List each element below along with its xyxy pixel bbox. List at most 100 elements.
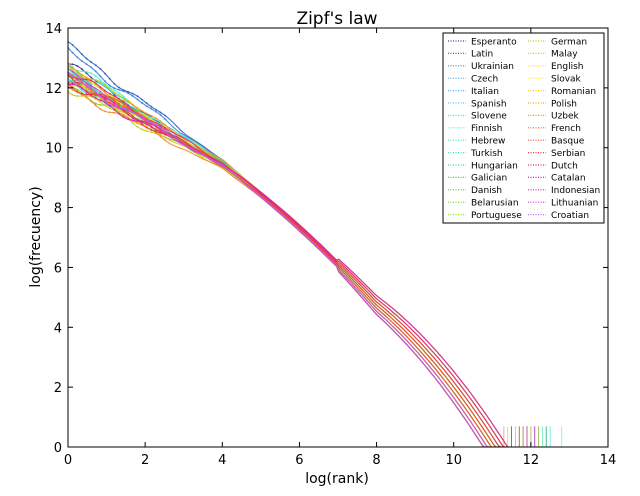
series-marker bbox=[145, 123, 148, 126]
series-marker bbox=[94, 94, 97, 96]
legend-label: German bbox=[551, 37, 587, 47]
series-line-lithuanian bbox=[68, 68, 534, 447]
series-marker bbox=[76, 90, 79, 93]
series-marker bbox=[131, 111, 134, 114]
y-tick-label: 14 bbox=[45, 22, 62, 37]
x-tick-label: 8 bbox=[372, 453, 380, 468]
series-layer bbox=[68, 40, 563, 447]
series-marker bbox=[90, 81, 93, 84]
series-indonesian bbox=[68, 83, 512, 447]
legend-label: Slovak bbox=[551, 75, 582, 85]
series-marker bbox=[99, 86, 102, 88]
series-marker bbox=[131, 117, 134, 119]
series-marker bbox=[99, 79, 102, 81]
series-line-malay bbox=[68, 91, 508, 447]
series-marker bbox=[71, 82, 74, 85]
series-marker bbox=[159, 127, 162, 129]
legend-label: Galician bbox=[471, 174, 507, 184]
series-marker bbox=[122, 114, 125, 117]
series-marker bbox=[122, 90, 125, 93]
series-marker bbox=[155, 121, 157, 124]
series-marker bbox=[155, 110, 157, 113]
series-marker bbox=[80, 87, 83, 90]
series-marker bbox=[85, 70, 88, 73]
series-marker bbox=[113, 95, 116, 98]
series-line-uzbek bbox=[68, 85, 504, 447]
series-marker bbox=[131, 113, 134, 116]
series-marker bbox=[94, 81, 97, 83]
series-marker bbox=[131, 103, 134, 106]
series-marker bbox=[80, 95, 83, 97]
series-marker bbox=[104, 89, 106, 92]
series-marker bbox=[118, 112, 120, 115]
series-marker bbox=[76, 56, 79, 59]
series-marker bbox=[150, 123, 153, 126]
series-marker bbox=[76, 84, 79, 87]
series-marker bbox=[71, 75, 74, 78]
series-marker bbox=[127, 118, 130, 121]
legend-label: Uzbek bbox=[551, 112, 580, 122]
legend-label: Serbian bbox=[551, 149, 585, 159]
series-marker bbox=[94, 64, 97, 67]
legend-label: Czech bbox=[471, 75, 498, 85]
series-marker bbox=[94, 75, 97, 78]
series-line-croatian bbox=[68, 71, 527, 447]
series-line-catalan bbox=[68, 82, 520, 447]
series-marker bbox=[113, 87, 116, 90]
series-marker bbox=[85, 93, 88, 96]
series-marker bbox=[141, 128, 143, 131]
series-marker bbox=[150, 105, 153, 108]
series-marker bbox=[71, 72, 74, 74]
series-marker bbox=[150, 129, 153, 131]
series-marker bbox=[113, 82, 116, 85]
series-marker bbox=[108, 86, 111, 89]
series-marker bbox=[145, 130, 148, 132]
series-marker bbox=[159, 120, 162, 123]
series-marker bbox=[71, 66, 74, 69]
series-marker bbox=[90, 84, 93, 87]
series-marker bbox=[145, 112, 148, 115]
series-marker bbox=[90, 95, 93, 98]
series-marker bbox=[94, 87, 97, 90]
y-tick-label: 6 bbox=[54, 261, 62, 276]
x-axis-title: log(rank) bbox=[305, 471, 369, 487]
series-marker bbox=[71, 70, 74, 73]
x-tick-label: 6 bbox=[295, 453, 303, 468]
series-marker bbox=[99, 82, 102, 85]
series-marker bbox=[99, 99, 102, 102]
series-marker bbox=[155, 108, 157, 111]
series-marker bbox=[104, 110, 106, 113]
series-marker bbox=[141, 123, 143, 126]
series-marker bbox=[85, 63, 88, 66]
series-marker bbox=[118, 109, 120, 112]
series-marker bbox=[150, 114, 153, 117]
axes-layer: 0 2 4 6 8 10 12 14 0 2 4 6 8 10 12 14 bbox=[45, 22, 616, 468]
series-marker bbox=[104, 97, 106, 99]
y-axis-title: log(frecuency) bbox=[28, 186, 44, 287]
series-marker bbox=[94, 89, 97, 91]
series-marker bbox=[76, 65, 79, 67]
series-marker bbox=[122, 95, 125, 98]
series-marker bbox=[80, 70, 83, 73]
series-marker bbox=[104, 91, 106, 94]
series-marker bbox=[122, 101, 125, 103]
series-marker bbox=[104, 85, 106, 88]
series-marker bbox=[71, 83, 74, 86]
series-marker bbox=[127, 92, 130, 95]
series-marker bbox=[113, 111, 116, 114]
series-marker bbox=[90, 92, 93, 95]
series-marker bbox=[76, 95, 79, 97]
y-tick-label: 8 bbox=[54, 202, 62, 217]
legend-label: Belarusian bbox=[471, 199, 519, 209]
series-marker bbox=[76, 48, 79, 51]
series-marker bbox=[85, 90, 88, 93]
series-marker bbox=[85, 96, 88, 99]
series-marker bbox=[113, 91, 116, 94]
series-marker bbox=[155, 130, 157, 133]
series-marker bbox=[131, 119, 134, 122]
series-marker bbox=[131, 92, 134, 95]
series-marker bbox=[150, 107, 153, 110]
series-marker bbox=[164, 114, 167, 117]
series-marker bbox=[150, 118, 153, 121]
series-marker bbox=[136, 106, 139, 109]
